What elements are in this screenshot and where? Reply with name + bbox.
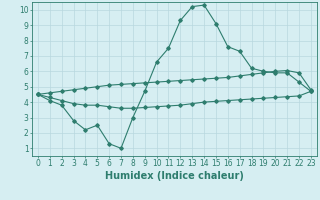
- X-axis label: Humidex (Indice chaleur): Humidex (Indice chaleur): [105, 171, 244, 181]
